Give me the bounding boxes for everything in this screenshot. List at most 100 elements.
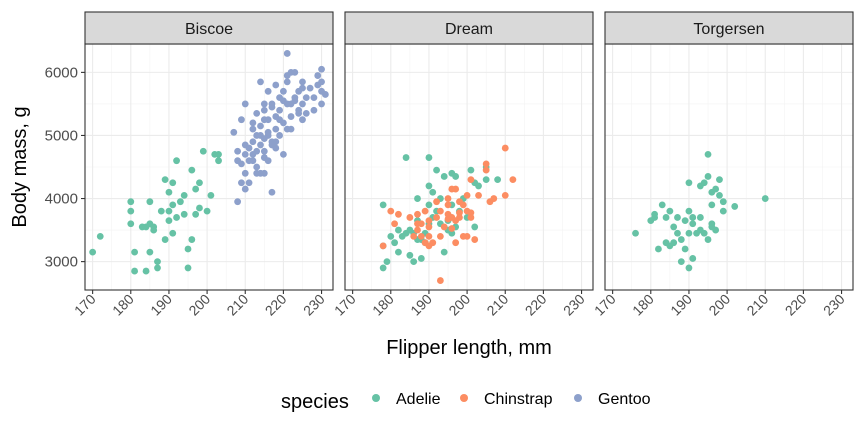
data-point: [154, 264, 161, 272]
data-point: [238, 116, 245, 124]
data-point: [383, 258, 391, 266]
x-tick-label: 230: [820, 291, 848, 319]
data-point: [310, 106, 318, 114]
data-point: [417, 255, 425, 262]
data-point: [651, 210, 658, 218]
data-point: [173, 157, 180, 165]
legend-key: [372, 394, 380, 402]
data-point: [234, 147, 242, 155]
data-point: [448, 229, 456, 237]
data-point: [253, 163, 261, 171]
legend-item-adelie: Adelie: [372, 391, 441, 408]
data-point: [459, 201, 467, 209]
data-point: [433, 166, 440, 174]
data-point: [414, 195, 421, 202]
data-point: [280, 87, 287, 95]
data-point: [471, 236, 479, 243]
data-point: [241, 169, 249, 177]
data-point: [272, 138, 280, 146]
panel-dream: Dream 170 180 190 200 210 220 230: [331, 11, 594, 319]
data-point: [192, 210, 200, 218]
data-point: [467, 176, 475, 184]
data-point: [456, 209, 463, 217]
legend-key: [574, 394, 582, 402]
data-point: [704, 236, 712, 243]
data-point: [268, 188, 276, 196]
y-tick-label: 6000: [45, 64, 78, 81]
data-point: [414, 210, 421, 218]
data-point: [245, 144, 253, 152]
data-point: [146, 198, 154, 206]
data-point: [302, 94, 310, 102]
data-point: [452, 239, 460, 247]
data-point: [685, 179, 693, 187]
data-point: [677, 258, 685, 266]
data-point: [169, 179, 177, 187]
x-tick-label: 220: [262, 291, 290, 319]
x-tick-label: 200: [185, 291, 213, 319]
data-point: [425, 182, 433, 190]
data-point: [425, 201, 433, 209]
data-point: [291, 68, 299, 76]
data-point: [264, 128, 272, 136]
data-point: [674, 229, 681, 237]
data-point: [475, 182, 482, 190]
data-point: [299, 116, 306, 124]
data-point: [436, 232, 444, 240]
x-tick-label: 170: [331, 291, 359, 319]
data-point: [677, 236, 685, 243]
panel-biscoe: Biscoe 170 180 190 200 210 220 230 3000 4000 5000 6…: [45, 11, 334, 319]
data-point: [463, 191, 471, 199]
data-point: [670, 239, 678, 247]
data-point: [406, 214, 414, 221]
x-tick-label: 210: [223, 291, 251, 319]
data-point: [632, 229, 639, 237]
data-point: [161, 176, 169, 184]
legend-label: Gentoo: [598, 391, 651, 408]
data-point: [708, 220, 716, 228]
panels: Biscoe 170 180 190 200 210 220 230 3000 4000 5000 6…: [45, 11, 854, 319]
data-point: [662, 214, 670, 221]
data-point: [704, 150, 712, 158]
x-tick-label: 230: [300, 291, 328, 319]
x-tick-label: 170: [71, 291, 99, 319]
data-point: [154, 258, 161, 266]
data-point: [283, 50, 291, 57]
data-point: [283, 78, 291, 86]
data-point: [456, 214, 463, 221]
data-point: [238, 160, 245, 168]
data-point: [295, 106, 303, 114]
data-point: [131, 267, 139, 275]
data-point: [689, 220, 697, 228]
data-point: [241, 150, 249, 158]
data-point: [425, 154, 433, 161]
data-point: [685, 264, 693, 272]
data-point: [127, 220, 135, 228]
data-point: [150, 226, 158, 234]
data-point: [436, 277, 444, 284]
data-point: [467, 214, 475, 221]
data-point: [410, 258, 418, 266]
data-point: [142, 267, 150, 275]
data-point: [681, 245, 689, 253]
data-point: [310, 94, 318, 102]
data-point: [440, 248, 448, 256]
data-point: [731, 203, 739, 210]
x-tick-label: 200: [445, 291, 473, 319]
data-point: [433, 214, 440, 221]
data-point: [249, 138, 257, 146]
data-point: [475, 191, 482, 199]
data-point: [169, 201, 177, 209]
y-tick-label: 3000: [45, 254, 78, 271]
data-point: [272, 81, 280, 89]
data-point: [127, 198, 135, 206]
data-point: [157, 207, 165, 215]
data-point: [696, 214, 704, 221]
facet-label: Biscoe: [185, 21, 233, 38]
data-point: [410, 232, 418, 240]
data-point: [180, 191, 188, 199]
data-point: [448, 225, 456, 232]
data-point: [203, 207, 211, 215]
data-point: [501, 191, 509, 199]
x-tick-label: 200: [705, 291, 733, 319]
